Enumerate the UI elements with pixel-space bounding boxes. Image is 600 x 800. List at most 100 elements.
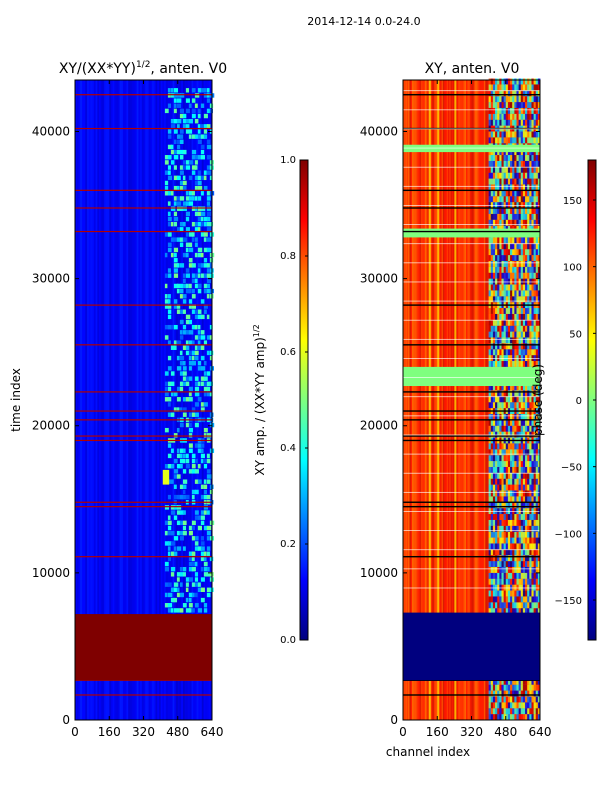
phase-cell <box>507 84 511 91</box>
phase-column <box>411 80 414 720</box>
phase-cell <box>537 113 541 120</box>
phase-cell <box>514 213 517 220</box>
phase-cell <box>507 496 511 503</box>
phase-cell <box>501 266 505 273</box>
phase-cell <box>510 608 513 615</box>
phase-cell <box>516 690 519 697</box>
amplitude-column <box>121 80 124 720</box>
phase-cell <box>490 337 494 344</box>
phase-cell <box>518 166 522 173</box>
phase-cell <box>501 390 505 397</box>
phase-cell <box>516 572 519 579</box>
amplitude-patch <box>194 572 199 577</box>
phase-cell <box>512 160 515 167</box>
amplitude-patch <box>203 510 207 515</box>
phase-cell <box>505 184 509 191</box>
phase-cell <box>537 555 541 562</box>
phase-cell <box>490 396 494 403</box>
phase-column <box>449 80 451 720</box>
amplitude-patch <box>167 443 172 448</box>
amplitude-patch <box>185 376 190 381</box>
phase-cell <box>488 119 492 126</box>
phase-cell <box>497 531 500 538</box>
phase-cell <box>499 331 502 338</box>
phase-cell <box>503 561 507 567</box>
phase-cell <box>533 384 537 391</box>
phase-cell <box>512 590 515 597</box>
phase-cell <box>497 555 500 562</box>
phase-cell <box>495 596 498 603</box>
amplitude-patch <box>203 309 207 314</box>
phase-cell <box>518 690 522 697</box>
phase-cell <box>525 190 528 197</box>
phase-cell <box>497 384 500 391</box>
phase-cell <box>495 308 498 314</box>
amplitude-band <box>75 127 212 130</box>
phase-cell <box>527 572 530 579</box>
phase-cell <box>505 337 509 344</box>
phase-cell <box>527 260 530 267</box>
phase-cell <box>516 155 519 161</box>
amplitude-patch <box>173 469 179 474</box>
amplitude-patch <box>185 345 190 350</box>
phase-cell <box>525 102 528 108</box>
amplitude-patch <box>203 505 209 510</box>
phase-cell <box>490 572 494 579</box>
amplitude-patch <box>188 258 193 263</box>
amplitude-patch <box>167 88 171 93</box>
phase-cell <box>497 572 500 579</box>
amplitude-patch <box>173 263 179 268</box>
phase-cell <box>505 178 509 185</box>
phase-cell <box>520 349 524 356</box>
phase-cell <box>533 166 537 173</box>
phase-cell <box>535 596 539 603</box>
amplitude-colorbar-tick-label: 0.2 <box>280 539 296 550</box>
phase-cell <box>518 402 522 409</box>
phase-cell <box>495 196 498 203</box>
phase-cell <box>497 284 500 291</box>
phase-cell <box>514 160 517 167</box>
amplitude-patch <box>191 458 196 464</box>
phase-cell <box>535 561 539 567</box>
amplitude-patch <box>185 201 190 206</box>
phase-x-tick-label: 640 <box>529 725 552 739</box>
amplitude-patch <box>185 597 189 603</box>
amplitude-column <box>146 80 149 720</box>
amplitude-patch <box>173 268 178 273</box>
amplitude-patch <box>173 252 177 258</box>
phase-cell <box>516 419 519 426</box>
phase-title: XY, anten. V0 <box>425 61 520 77</box>
phase-cell <box>488 102 492 108</box>
phase-cell <box>488 514 492 520</box>
phase-cell <box>510 396 513 403</box>
phase-cell <box>497 596 500 603</box>
phase-column <box>404 80 406 720</box>
phase-cell <box>518 90 522 97</box>
phase-cell <box>514 219 517 226</box>
amplitude-patch <box>164 155 168 160</box>
amplitude-patch <box>188 525 193 531</box>
phase-cell <box>501 472 505 479</box>
phase-cell <box>505 290 509 297</box>
phase-cell <box>492 702 496 709</box>
amplitude-patch <box>182 324 187 330</box>
phase-cell <box>507 461 511 467</box>
phase-cell <box>497 708 500 715</box>
phase-cell <box>512 184 515 191</box>
phase-cell <box>505 96 509 103</box>
amplitude-patch <box>188 304 192 309</box>
phase-cell <box>490 478 494 485</box>
phase-cell <box>495 514 498 520</box>
phase-cell <box>518 531 522 538</box>
amplitude-patch <box>170 252 174 258</box>
phase-cell <box>499 714 502 720</box>
phase-cell <box>533 684 537 691</box>
phase-cell <box>514 325 517 332</box>
amplitude-patch <box>206 592 211 598</box>
phase-cell <box>512 113 515 120</box>
phase-cell <box>516 396 519 403</box>
phase-cell <box>501 272 505 279</box>
phase-cell <box>531 308 534 314</box>
phase-cell <box>518 137 522 144</box>
phase-cell <box>531 608 534 615</box>
